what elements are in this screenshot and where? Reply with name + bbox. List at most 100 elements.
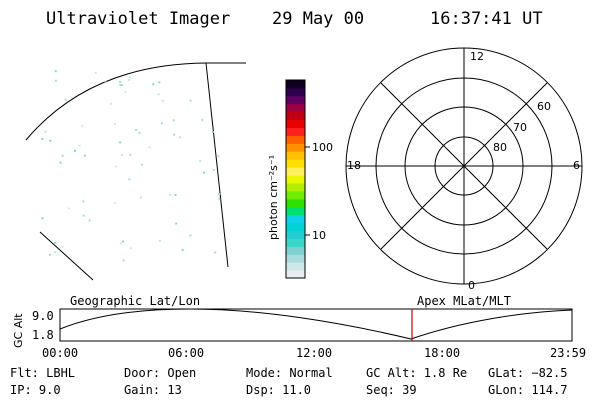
speckle [124, 91, 127, 93]
mlat-label-60: 60 [537, 100, 551, 113]
speckle [82, 214, 85, 217]
speckle [81, 125, 84, 128]
geographic-caption: Geographic Lat/Lon [70, 294, 200, 308]
speckle [217, 155, 220, 158]
altitude-tick-high: 9.0 [32, 309, 54, 323]
status-mode: Mode: Normal [246, 366, 333, 380]
status-ip: IP: 9.0 [10, 383, 61, 397]
altitude-axis-title: GC Alt [12, 313, 25, 348]
speckle [119, 141, 122, 144]
speckle [169, 193, 172, 196]
speckle [157, 93, 160, 96]
speckle [114, 202, 117, 205]
speckle [67, 207, 70, 210]
color-bar-tick-label-10: 10 [312, 229, 326, 242]
mlt-label-18: 18 [347, 159, 361, 172]
color-bar-cell [286, 135, 305, 144]
speckle [54, 79, 57, 82]
color-bar-cell [286, 270, 305, 279]
speckle [140, 163, 143, 166]
speckle [54, 70, 57, 73]
speckle [119, 242, 122, 245]
mlt-label-12: 12 [470, 50, 484, 63]
status-gain: Gain: 13 [124, 383, 182, 397]
status-filter: Flt: LBHL [10, 366, 75, 380]
color-bar-cell [286, 95, 305, 105]
speckle [174, 194, 177, 197]
time-tick-2359: 23:59 [550, 346, 586, 360]
color-bar-cell [286, 87, 305, 97]
speckle [189, 99, 192, 102]
speckle [82, 200, 85, 203]
color-bar-cell [286, 182, 305, 192]
time-tick-0000: 00:00 [42, 346, 78, 360]
speckle [41, 217, 44, 220]
color-bar-cell [286, 111, 305, 121]
color-bar-cell [286, 198, 305, 208]
speckle [128, 178, 131, 181]
color-bar-cell [286, 80, 305, 89]
color-bar-cell [286, 190, 305, 200]
speckle [212, 168, 215, 171]
speckle [158, 239, 161, 242]
speckle [49, 139, 52, 142]
latitude-arc [25, 62, 246, 141]
speckle [94, 71, 97, 74]
speckle [61, 154, 64, 157]
speckle [114, 165, 117, 168]
color-bar-frame [285, 79, 306, 279]
speckle [214, 251, 217, 254]
image-speckles [41, 70, 221, 262]
speckle [129, 247, 132, 250]
instrument-title: Ultraviolet Imager [46, 9, 230, 29]
altitude-plot: GC Alt 9.0 1.8 Geographic Lat/Lon Apex M… [12, 294, 586, 360]
geographic-image-panel [25, 62, 246, 281]
speckle [49, 253, 51, 256]
status-dsp: Dsp: 11.0 [246, 383, 311, 397]
speckle [158, 81, 161, 84]
speckle [122, 240, 125, 243]
speckle [148, 146, 151, 149]
speckle [113, 122, 116, 125]
meridian-line [205, 62, 229, 268]
speckle [83, 154, 86, 157]
time-tick-1200: 12:00 [296, 346, 332, 360]
speckle [201, 118, 204, 121]
color-bar-cell [286, 214, 305, 224]
speckle [152, 83, 155, 86]
speckle [128, 76, 131, 79]
speckle [181, 249, 184, 251]
date-label: 29 May 00 [272, 9, 364, 29]
speckle [64, 98, 67, 101]
mlat-label-70: 70 [513, 121, 527, 134]
color-bar-cell [286, 151, 305, 160]
speckle [203, 171, 206, 174]
speckle [127, 78, 130, 81]
altitude-tick-low: 1.8 [32, 328, 54, 342]
color-bar-cell [286, 119, 305, 129]
status-glat: GLat: −82.5 [488, 366, 567, 380]
speckle [54, 241, 57, 244]
status-glon: GLon: 114.7 [488, 383, 567, 397]
color-bar-cell [286, 246, 305, 255]
time-tick-0600: 06:00 [168, 346, 204, 360]
speckle [74, 149, 76, 152]
color-bar-cell [286, 103, 305, 113]
speckle [54, 251, 57, 254]
status-gc-alt: GC Alt: 1.8 Re [366, 366, 467, 380]
speckle [173, 133, 175, 136]
speckle [218, 193, 221, 195]
color-bar-cell [286, 230, 305, 239]
speckle [104, 81, 107, 84]
speckle [218, 197, 221, 200]
color-bar-cell [286, 222, 305, 231]
speckle [139, 196, 142, 199]
polar-diagonal-nw [380, 82, 548, 250]
color-bar-tick-label-100: 100 [312, 141, 333, 154]
status-seq: Seq: 39 [366, 383, 417, 397]
status-door: Door: Open [124, 366, 196, 380]
lower-boundary-line [39, 231, 94, 281]
color-bar-cell [286, 167, 305, 176]
speckle [121, 153, 124, 156]
